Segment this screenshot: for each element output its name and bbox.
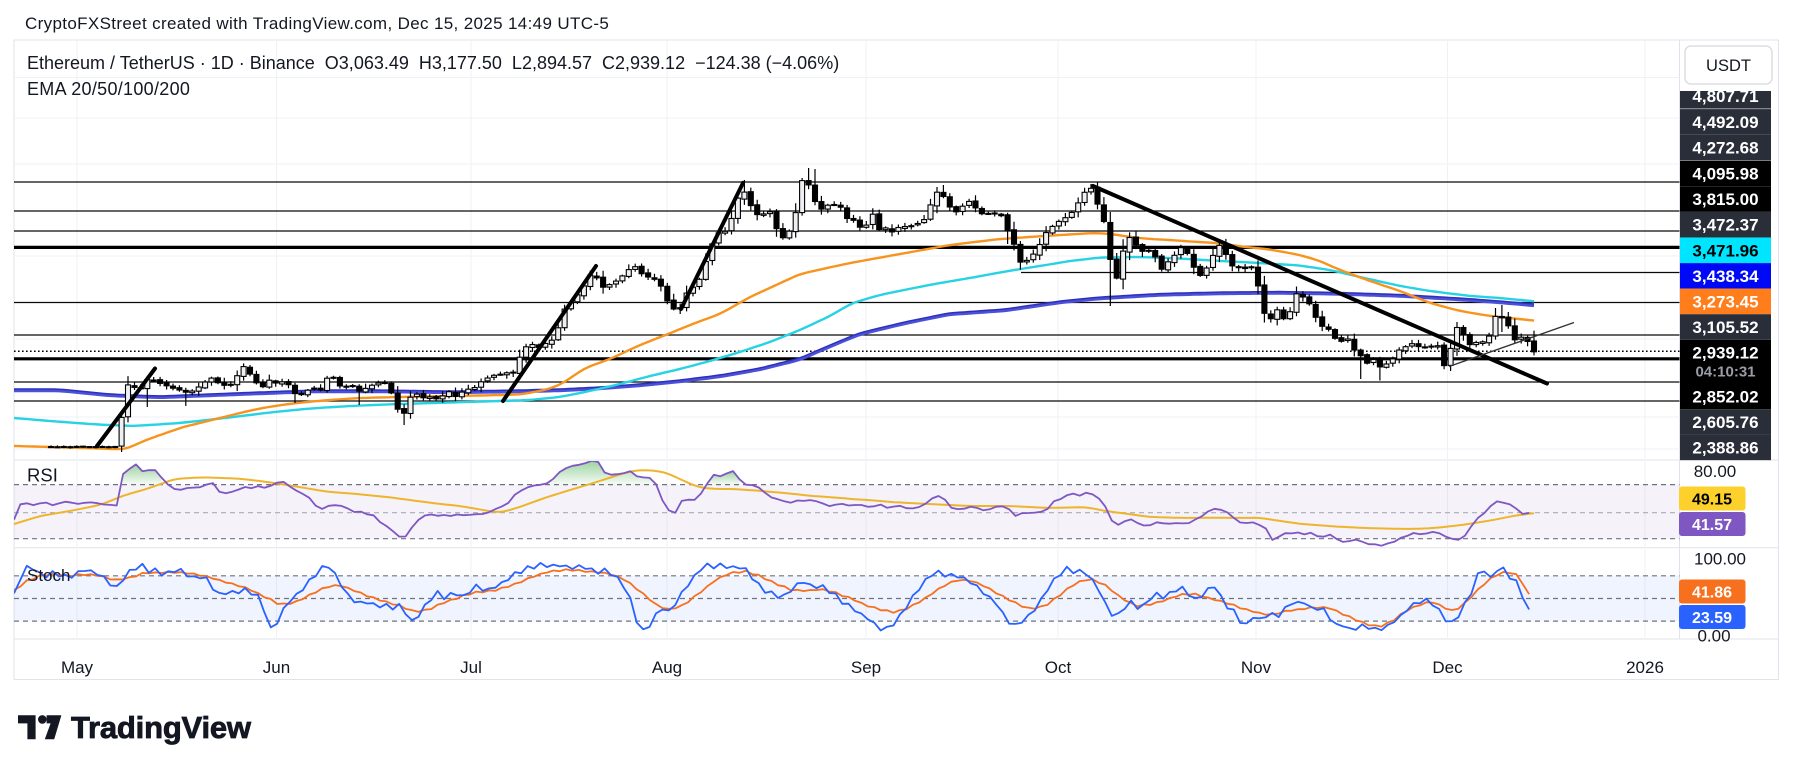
svg-text:80.00: 80.00 [1694,462,1737,481]
svg-text:4,492.09: 4,492.09 [1692,113,1758,132]
svg-text:41.57: 41.57 [1692,517,1732,534]
svg-text:RSI: RSI [27,465,58,486]
svg-text:Sep: Sep [851,658,881,677]
svg-text:May: May [61,658,94,677]
svg-text:USDT: USDT [1706,57,1751,75]
svg-text:3,472.37: 3,472.37 [1692,216,1758,235]
svg-text:23.59: 23.59 [1692,610,1732,627]
svg-text:4,095.98: 4,095.98 [1692,165,1758,184]
svg-text:2,852.02: 2,852.02 [1692,387,1758,406]
svg-text:3,815.00: 3,815.00 [1692,190,1758,209]
svg-text:2,605.76: 2,605.76 [1692,413,1758,432]
svg-text:100.00: 100.00 [1694,550,1746,569]
svg-text:TradingView: TradingView [71,710,252,745]
svg-text:4,807.71: 4,807.71 [1692,87,1758,106]
svg-text:Aug: Aug [652,658,682,677]
svg-text:04:10:31: 04:10:31 [1695,363,1755,380]
svg-text:41.86: 41.86 [1692,585,1732,602]
svg-text:Dec: Dec [1432,658,1463,677]
svg-text:Oct: Oct [1045,658,1072,677]
svg-text:0.00: 0.00 [1697,627,1730,646]
svg-text:2,939.12: 2,939.12 [1692,344,1758,363]
svg-text:CryptoFXStreet created with Tr: CryptoFXStreet created with TradingView.… [25,14,609,33]
svg-text:3,438.34: 3,438.34 [1692,267,1759,286]
svg-text:3,105.52: 3,105.52 [1692,318,1758,337]
svg-text:2,388.86: 2,388.86 [1692,438,1758,457]
svg-text:Stoch: Stoch [27,566,70,585]
svg-text:EMA 20/50/100/200: EMA 20/50/100/200 [27,79,190,99]
svg-text:Ethereum / TetherUS · 1D · Bin: Ethereum / TetherUS · 1D · Binance O3,06… [27,53,839,73]
svg-text:Nov: Nov [1241,658,1272,677]
svg-text:3,273.45: 3,273.45 [1692,292,1758,311]
svg-text:4,272.68: 4,272.68 [1692,139,1758,158]
svg-text:Jun: Jun [263,658,290,677]
svg-text:49.15: 49.15 [1692,492,1732,509]
svg-text:2026: 2026 [1626,658,1664,677]
svg-text:Jul: Jul [460,658,482,677]
svg-text:3,471.96: 3,471.96 [1692,241,1758,260]
